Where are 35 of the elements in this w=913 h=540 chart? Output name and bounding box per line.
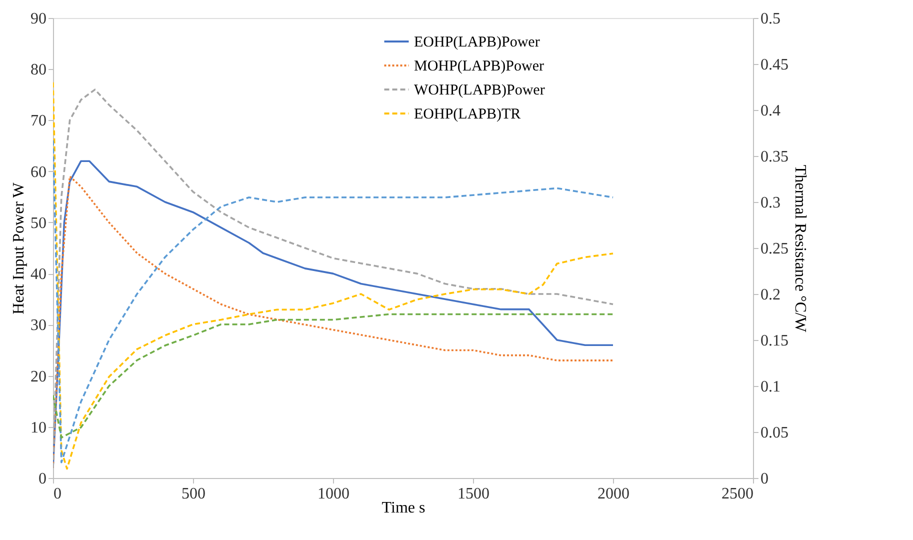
y-tick-label: 50 (30, 214, 46, 232)
y-tick-label: 80 (30, 62, 46, 79)
y-tick-label: 70 (30, 112, 46, 130)
y-tick-label: 0 (38, 470, 46, 488)
legend-label: WOHP(LAPB)Power (414, 82, 545, 98)
legend-label: MOHP(LAPB)Power (414, 58, 544, 74)
y-tick-label: 60 (30, 164, 46, 181)
y2-tick-label: 0.5 (760, 10, 780, 28)
x-tick-label: 1500 (458, 486, 490, 502)
x-tick-label: 0 (54, 486, 62, 502)
y-tick-label: 40 (30, 266, 46, 284)
x-axis-title: Time s (382, 500, 426, 516)
y2-tick-label: 0.15 (760, 332, 788, 350)
y2-tick-label: 0.35 (760, 148, 788, 166)
line-series (53, 313, 614, 438)
y-tick-label: 30 (30, 317, 46, 334)
y2-tick-label: 0.3 (760, 194, 780, 212)
y2-tick-label: 0.45 (760, 56, 788, 74)
y-tick-label: 20 (30, 368, 46, 386)
x-tick-label: 2500 (722, 486, 754, 502)
y2-tick-label: 0 (760, 470, 768, 488)
x-tick-label: 500 (182, 486, 206, 502)
y2-tick-label: 0.25 (760, 240, 788, 258)
legend-label: EOHP(LAPB)Power (414, 34, 540, 50)
y2-tick-label: 0.4 (760, 102, 780, 120)
legend-label: EOHP(LAPB)TR (414, 106, 521, 122)
y-tick-label: 10 (30, 419, 46, 436)
x-tick-label: 2000 (598, 486, 630, 502)
y2-axis-title: Thermal Resistance °C/W (792, 164, 808, 334)
y2-tick-label: 0.1 (760, 378, 780, 396)
y2-tick-label: 0.2 (760, 286, 780, 304)
y2-tick-label: 0.05 (760, 424, 788, 442)
y-tick-label: 90 (30, 10, 46, 28)
y-axis-title: Heat Input Power W (10, 182, 28, 314)
x-tick-label: 1000 (318, 486, 350, 502)
